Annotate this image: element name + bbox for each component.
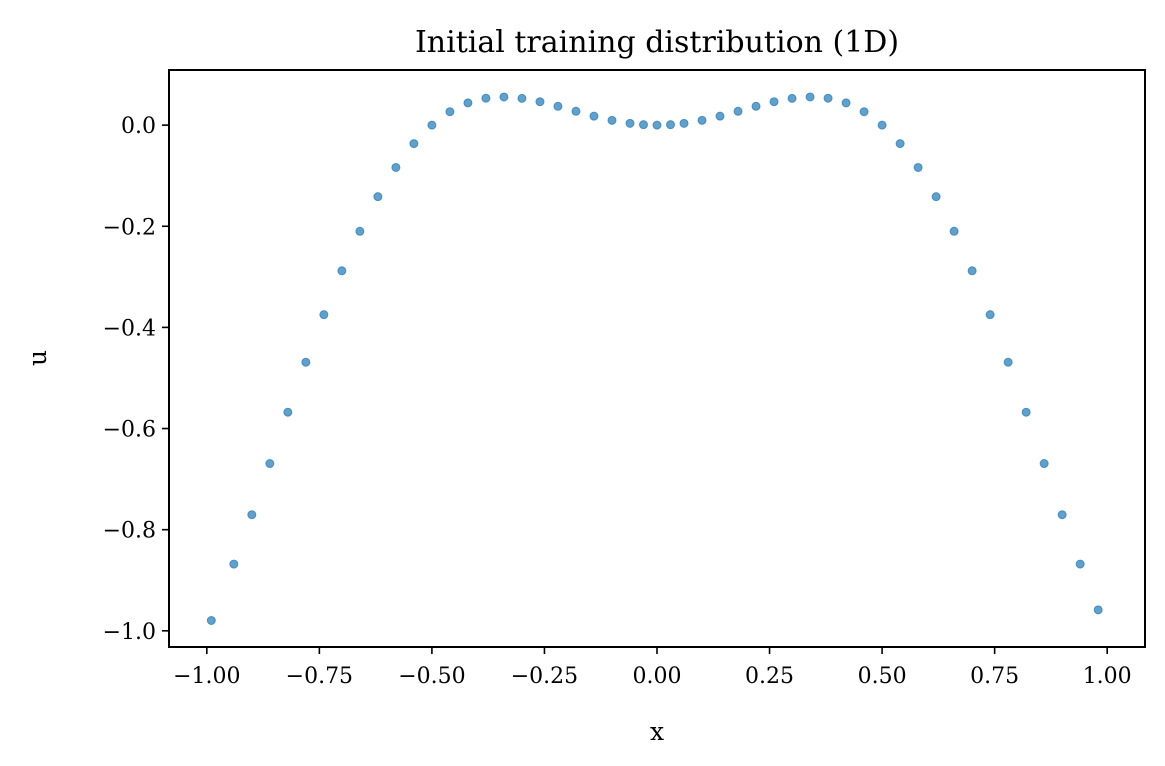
point: [859, 107, 869, 117]
y-tick-label: −0.2: [103, 215, 156, 240]
point: [247, 510, 257, 520]
point: [841, 98, 851, 108]
plot-frame: [168, 69, 1146, 648]
point: [638, 120, 648, 130]
x-axis-label: x: [650, 717, 664, 746]
point: [445, 107, 455, 117]
x-tick-label: −0.50: [398, 664, 465, 689]
y-tick-label: −0.6: [103, 418, 156, 443]
y-tick-label: −0.4: [103, 316, 156, 341]
point: [1093, 605, 1103, 615]
point: [652, 120, 662, 130]
point: [1075, 559, 1085, 569]
point: [355, 226, 365, 236]
point: [535, 97, 545, 107]
x-tick-label: −0.75: [286, 664, 353, 689]
point: [697, 115, 707, 125]
point: [913, 162, 923, 172]
x-tick-label: 0.50: [858, 664, 907, 689]
point: [1021, 407, 1031, 417]
point: [666, 120, 676, 130]
point: [985, 310, 995, 320]
point: [607, 115, 617, 125]
point: [373, 192, 383, 202]
point: [301, 357, 311, 367]
x-tick-label: −1.00: [173, 664, 240, 689]
point: [229, 559, 239, 569]
point: [391, 162, 401, 172]
point: [206, 616, 216, 626]
point: [769, 97, 779, 107]
point: [967, 266, 977, 276]
x-tick-label: −0.25: [511, 664, 578, 689]
point: [553, 101, 563, 111]
point: [895, 139, 905, 149]
point: [265, 459, 275, 469]
point: [589, 111, 599, 121]
point: [571, 106, 581, 116]
point: [481, 93, 491, 103]
point: [733, 106, 743, 116]
point: [1057, 510, 1067, 520]
point: [1003, 357, 1013, 367]
y-axis-label: u: [23, 350, 52, 366]
point: [463, 98, 473, 108]
point: [751, 101, 761, 111]
point: [787, 93, 797, 103]
point: [517, 93, 527, 103]
x-tick-label: 0.25: [745, 664, 794, 689]
point: [319, 310, 329, 320]
chart-title: Initial training distribution (1D): [415, 25, 899, 60]
y-tick-label: −1.0: [103, 620, 156, 645]
point: [877, 120, 887, 130]
point: [283, 407, 293, 417]
point: [337, 266, 347, 276]
y-tick-label: 0.0: [121, 114, 156, 139]
point: [715, 111, 725, 121]
point: [625, 118, 635, 128]
y-tick-label: −0.8: [103, 519, 156, 544]
x-tick-label: 0.00: [633, 664, 682, 689]
point: [1039, 459, 1049, 469]
point: [805, 92, 815, 102]
point: [823, 93, 833, 103]
point: [949, 226, 959, 236]
x-tick-label: 0.75: [970, 664, 1019, 689]
point: [409, 139, 419, 149]
point: [427, 120, 437, 130]
point: [931, 192, 941, 202]
point: [679, 118, 689, 128]
point: [499, 92, 509, 102]
x-tick-label: 1.00: [1083, 664, 1132, 689]
